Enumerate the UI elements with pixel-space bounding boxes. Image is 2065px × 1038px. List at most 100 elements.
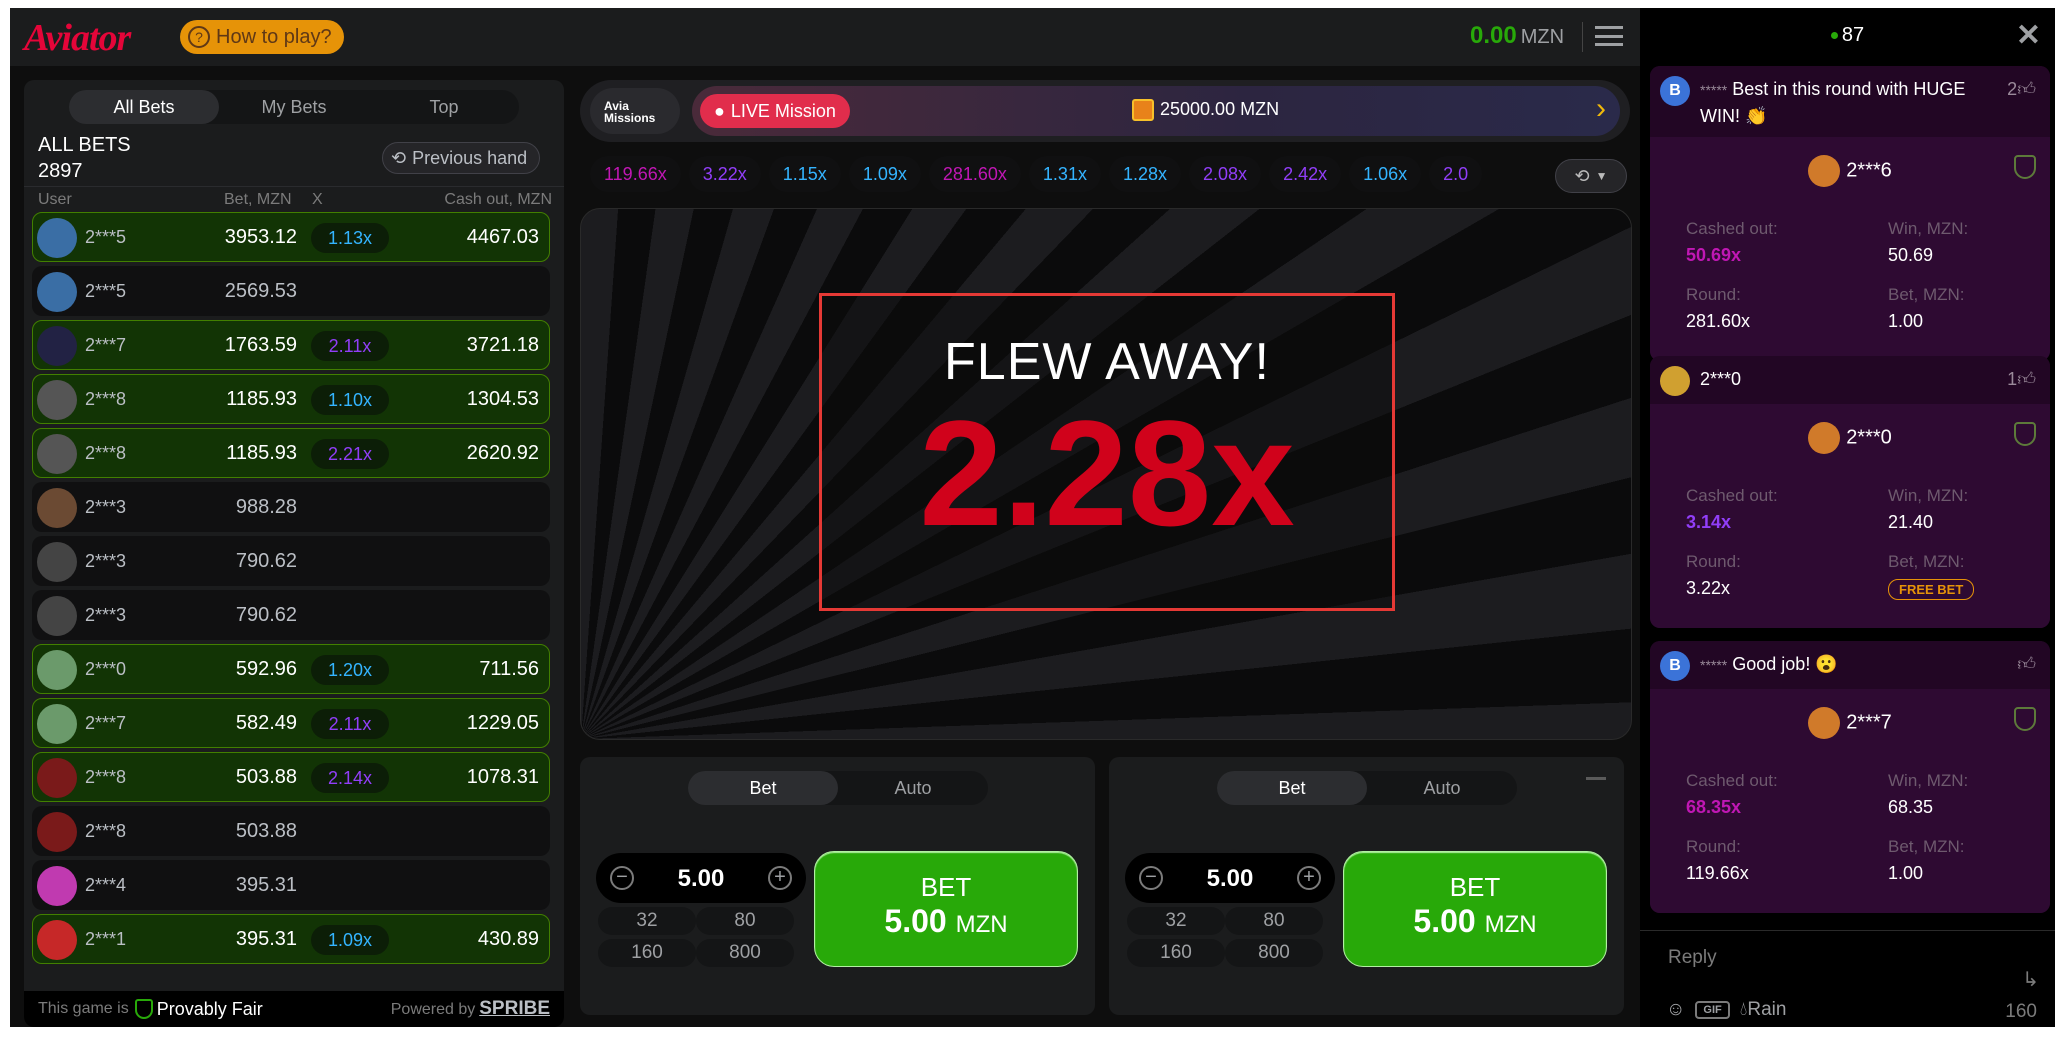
bets-footer: This game is Provably Fair Powered by SPRI… (24, 991, 564, 1027)
win-card[interactable]: 2***7 Cashed out: 68.35x Win, MZN: 68.35 Roun… (1650, 689, 2050, 913)
bet-user: 2***1 (85, 929, 127, 949)
bet-amount: 1185.93 (226, 442, 297, 464)
bet-amount-stepper[interactable]: − 5.00 + (1125, 853, 1335, 903)
bets-column-headers: User Bet, MZN X Cash out, MZN (24, 186, 564, 210)
previous-hand-button[interactable]: ⟲ Previous hand (382, 142, 541, 174)
history-multiplier[interactable]: 3.22x (688, 156, 761, 192)
bet-amount-value[interactable]: 5.00 (677, 865, 725, 892)
tab-my-bets[interactable]: My Bets (261, 96, 327, 117)
minus-icon[interactable]: − (610, 866, 634, 890)
bet-row: 2***8 503.88 (32, 806, 550, 856)
quick-amount-button[interactable]: 32 (1127, 907, 1225, 935)
avia-missions-button[interactable]: Avia Missions (590, 88, 680, 134)
quick-amount-button[interactable]: 800 (1225, 939, 1323, 967)
quick-amount-button[interactable]: 160 (1127, 939, 1225, 967)
win-card[interactable]: 2***0 Cashed out: 3.14x Win, MZN: 21.40 Round… (1650, 404, 2050, 628)
emoji-icon[interactable]: ☺ (1666, 999, 1686, 1020)
bet-amount-stepper[interactable]: − 5.00 + (596, 853, 806, 903)
quick-amount-button[interactable]: 80 (1225, 907, 1323, 935)
shield-check-icon (134, 999, 153, 1019)
remove-panel-button[interactable] (1586, 777, 1606, 780)
like-button[interactable]: 👍︎ (2017, 651, 2036, 677)
cashed-out-label: Cashed out: (1686, 486, 1778, 505)
history-dropdown-button[interactable]: ⟲ ▼ (1555, 159, 1627, 193)
bet-cashout: 1078.31 (466, 766, 539, 788)
history-multiplier[interactable]: 2.08x (1189, 156, 1262, 192)
online-number: 87 (1841, 24, 1865, 46)
history-multiplier[interactable]: 1.28x (1108, 156, 1182, 192)
gif-button[interactable]: GIF (1695, 1001, 1730, 1019)
verified-shield-icon[interactable] (2014, 707, 2036, 731)
bet-button-value: 5.00 (1413, 903, 1476, 939)
send-icon[interactable]: ↳ (2022, 969, 2039, 991)
all-bets-summary: ALL BETS 2897 (38, 132, 131, 184)
history-multiplier[interactable]: 2.0 (1429, 156, 1483, 192)
bet-row: 2***3 988.28 (32, 482, 550, 532)
chat-message: 2***0 1👍︎ 2***0 Cashed out: 3.14x Win, MZN: 21… (1650, 356, 2050, 628)
quick-amount-button[interactable]: 160 (598, 939, 696, 967)
history-multiplier[interactable]: 1.06x (1349, 156, 1422, 192)
history-multiplier[interactable]: 1.31x (1028, 156, 1101, 192)
quick-amount-button[interactable]: 80 (696, 907, 794, 935)
rain-button[interactable]: 💧︎Rain (1740, 999, 1787, 1021)
all-bets-count: 2897 (38, 160, 83, 182)
tab-auto[interactable]: Auto (1423, 777, 1461, 798)
user-avatar (1660, 366, 1690, 396)
cashed-out: Cashed out: 3.14x (1686, 486, 1778, 533)
user-avatar: B (1660, 76, 1690, 106)
hamburger-menu-icon[interactable] (1595, 26, 1623, 46)
live-mission-banner[interactable]: ● LIVE Mission 25000.00 MZN › (692, 86, 1620, 136)
bet-user: 2***3 (85, 605, 127, 625)
verified-shield-icon[interactable] (2014, 422, 2036, 446)
history-multiplier[interactable]: 119.66x (590, 156, 681, 192)
like-button[interactable]: 1👍︎ (2007, 366, 2036, 392)
quick-amount-button[interactable]: 32 (598, 907, 696, 935)
bet-user: 2***8 (85, 821, 127, 841)
bet-amount: 1185.93 (226, 388, 297, 410)
bet-amount: 592.96 (235, 658, 297, 680)
bet-row: 2***7 1763.59 2.11x 3721.18 (32, 320, 550, 370)
plus-icon[interactable]: + (1297, 866, 1321, 890)
reply-input[interactable]: Reply (1668, 947, 1717, 968)
history-multiplier[interactable]: 1.09x (848, 156, 921, 192)
win-card[interactable]: 2***6 Cashed out: 50.69x Win, MZN: 50.69 Roun… (1650, 137, 2050, 361)
avatar (37, 704, 77, 744)
plus-icon[interactable]: + (768, 866, 792, 890)
like-button[interactable]: 2👍︎ (2007, 76, 2036, 102)
winner-avatar (1808, 707, 1841, 739)
win-amount: Win, MZN: 68.35 (1888, 771, 1968, 818)
verified-shield-icon[interactable] (2014, 155, 2036, 179)
how-to-play-button[interactable]: ? How to play? (180, 20, 344, 54)
history-multiplier[interactable]: 2.42x (1269, 156, 1342, 192)
avatar (37, 380, 77, 420)
like-count: 2 (2007, 79, 2018, 99)
tab-bet[interactable]: Bet (1217, 771, 1367, 805)
history-multiplier[interactable]: 281.60x (928, 156, 1021, 192)
chat-input-area: Reply ↳ ☺ GIF 💧︎Rain 160 (1640, 930, 2055, 1027)
tab-all-bets[interactable]: All Bets (69, 90, 219, 124)
win-amount-value: 21.40 (1888, 512, 1934, 532)
bet-button[interactable]: BET 5.00 MZN (1343, 851, 1607, 967)
bet-amount: Bet, MZN: 1.00 (1888, 837, 1965, 884)
bet-multiplier: 1.13x (311, 223, 389, 253)
tab-auto[interactable]: Auto (894, 777, 932, 798)
tab-bet[interactable]: Bet (688, 771, 838, 805)
win-amount: Win, MZN: 50.69 (1888, 219, 1968, 266)
spribe-logo[interactable]: SPRIBE (479, 998, 550, 1019)
bet-user: 2***5 (85, 281, 127, 301)
bet-amount: 1763.59 (224, 334, 297, 356)
avatar (37, 758, 77, 798)
bet-amount-value[interactable]: 5.00 (1206, 865, 1254, 892)
bet-user: 2***5 (85, 227, 127, 247)
missions-bar: Avia Missions ● LIVE Mission 25000.00 MZN… (580, 80, 1630, 142)
bet-button[interactable]: BET 5.00 MZN (814, 851, 1078, 967)
tab-top[interactable]: Top (429, 96, 459, 117)
provably-fair-link[interactable]: Provably Fair (156, 998, 263, 1019)
close-icon[interactable]: ✕ (2015, 19, 2041, 52)
minus-icon[interactable]: − (1139, 866, 1163, 890)
chevron-right-icon[interactable]: › (1596, 92, 1606, 125)
avatar (37, 488, 77, 528)
winner-avatar (1808, 422, 1841, 454)
quick-amount-button[interactable]: 800 (696, 939, 794, 967)
history-multiplier[interactable]: 1.15x (768, 156, 841, 192)
